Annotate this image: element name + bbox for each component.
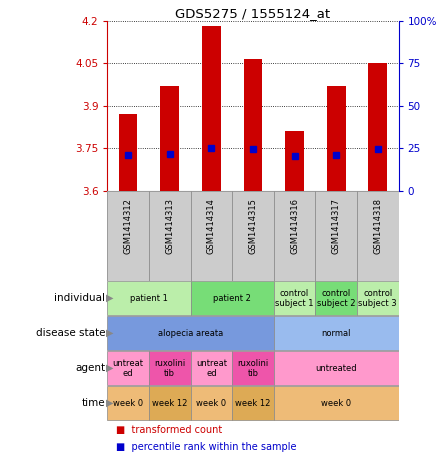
FancyBboxPatch shape (274, 317, 399, 350)
Bar (285, 131, 304, 191)
FancyBboxPatch shape (107, 191, 149, 281)
Text: control
subject 2: control subject 2 (317, 289, 355, 308)
FancyBboxPatch shape (107, 317, 274, 350)
Text: week 0: week 0 (196, 399, 226, 408)
Text: normal: normal (321, 329, 351, 338)
FancyBboxPatch shape (232, 191, 274, 281)
Text: ▶: ▶ (106, 363, 113, 373)
FancyBboxPatch shape (191, 281, 274, 315)
FancyBboxPatch shape (357, 281, 399, 315)
Text: patient 1: patient 1 (130, 294, 168, 303)
Text: agent: agent (75, 363, 105, 373)
Text: week 0: week 0 (321, 399, 351, 408)
FancyBboxPatch shape (315, 281, 357, 315)
Text: patient 2: patient 2 (213, 294, 251, 303)
Text: ▶: ▶ (106, 328, 113, 338)
FancyBboxPatch shape (232, 386, 274, 420)
Text: GSM1414314: GSM1414314 (207, 198, 216, 254)
Bar (327, 86, 346, 191)
FancyBboxPatch shape (357, 191, 399, 281)
Text: ▶: ▶ (106, 293, 113, 303)
FancyBboxPatch shape (107, 386, 149, 420)
Bar (368, 63, 387, 191)
FancyBboxPatch shape (191, 352, 232, 385)
Text: GSM1414312: GSM1414312 (124, 198, 133, 254)
FancyBboxPatch shape (107, 352, 149, 385)
FancyBboxPatch shape (107, 191, 399, 281)
Text: GSM1414318: GSM1414318 (373, 198, 382, 254)
Text: ▶: ▶ (106, 398, 113, 408)
Text: control
subject 3: control subject 3 (358, 289, 397, 308)
Text: GSM1414313: GSM1414313 (165, 198, 174, 254)
FancyBboxPatch shape (149, 352, 191, 385)
FancyBboxPatch shape (315, 191, 357, 281)
Bar (244, 59, 262, 191)
Text: untreat
ed: untreat ed (196, 358, 227, 378)
FancyBboxPatch shape (149, 191, 191, 281)
Text: week 12: week 12 (235, 399, 271, 408)
FancyBboxPatch shape (274, 191, 315, 281)
Text: ■  transformed count: ■ transformed count (116, 425, 223, 435)
Text: week 0: week 0 (113, 399, 143, 408)
FancyBboxPatch shape (274, 386, 399, 420)
FancyBboxPatch shape (274, 352, 399, 385)
FancyBboxPatch shape (149, 386, 191, 420)
Text: ■  percentile rank within the sample: ■ percentile rank within the sample (116, 443, 297, 453)
FancyBboxPatch shape (107, 281, 191, 315)
Text: week 12: week 12 (152, 399, 187, 408)
FancyBboxPatch shape (232, 352, 274, 385)
Bar (202, 26, 221, 191)
FancyBboxPatch shape (274, 281, 315, 315)
Text: control
subject 1: control subject 1 (276, 289, 314, 308)
Text: GSM1414315: GSM1414315 (248, 198, 258, 254)
Bar (119, 114, 138, 191)
Title: GDS5275 / 1555124_at: GDS5275 / 1555124_at (175, 6, 331, 19)
Text: untreated: untreated (315, 364, 357, 373)
Text: time: time (81, 398, 105, 408)
Text: ruxolini
tib: ruxolini tib (154, 358, 185, 378)
FancyBboxPatch shape (191, 191, 232, 281)
Text: alopecia areata: alopecia areata (158, 329, 223, 338)
Bar (160, 86, 179, 191)
Text: GSM1414317: GSM1414317 (332, 198, 341, 254)
Text: ruxolini
tib: ruxolini tib (237, 358, 268, 378)
Text: disease state: disease state (35, 328, 105, 338)
Text: untreat
ed: untreat ed (113, 358, 144, 378)
Text: GSM1414316: GSM1414316 (290, 198, 299, 254)
Text: individual: individual (54, 293, 105, 303)
FancyBboxPatch shape (191, 386, 232, 420)
